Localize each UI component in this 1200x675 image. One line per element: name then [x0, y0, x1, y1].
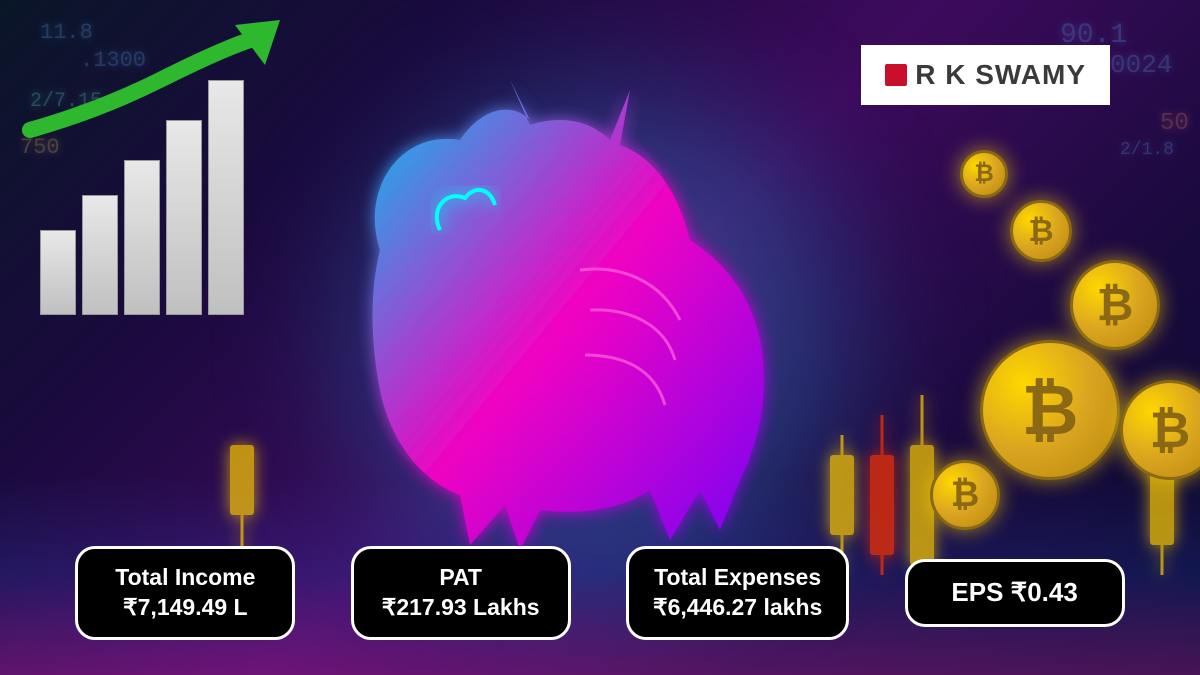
company-logo-box: R K SWAMY [861, 45, 1110, 105]
bitcoin-coin-icon: ₿ [980, 340, 1120, 480]
metric-label: EPS ₹0.43 [932, 576, 1098, 610]
bitcoin-coin-icon: ₿ [960, 150, 1008, 198]
bitcoin-coin-icon: ₿ [930, 460, 1000, 530]
metric-value: ₹6,446.27 lakhs [653, 593, 822, 623]
metric-value: ₹7,149.49 L [102, 593, 268, 623]
bitcoin-coin-icon: ₿ [1010, 200, 1072, 262]
chart-bar [82, 195, 118, 315]
chart-bar [208, 80, 244, 315]
company-logo-icon [885, 64, 907, 86]
metric-label: Total Expenses [653, 563, 822, 593]
company-name: R K SWAMY [915, 59, 1086, 91]
metric-pill: PAT₹217.93 Lakhs [351, 546, 571, 640]
metric-label: Total Income [102, 563, 268, 593]
growth-bar-chart [40, 80, 244, 315]
ticker-number: 0024 [1110, 50, 1172, 80]
metrics-row: Total Income₹7,149.49 L PAT₹217.93 Lakhs T… [0, 546, 1200, 640]
chart-bar [124, 160, 160, 315]
neon-bull-icon [280, 70, 840, 570]
chart-bar [40, 230, 76, 315]
metric-pill: Total Expenses₹6,446.27 lakhs [626, 546, 849, 640]
metric-label: PAT [378, 563, 544, 593]
chart-bar [166, 120, 202, 315]
metric-pill: Total Income₹7,149.49 L [75, 546, 295, 640]
metric-value: ₹217.93 Lakhs [378, 593, 544, 623]
ticker-number: 50 [1160, 110, 1189, 137]
bitcoin-coin-icon: ₿ [1070, 260, 1160, 350]
ticker-number: 2/1.8 [1120, 140, 1174, 160]
metric-pill: EPS ₹0.43 [905, 559, 1125, 627]
